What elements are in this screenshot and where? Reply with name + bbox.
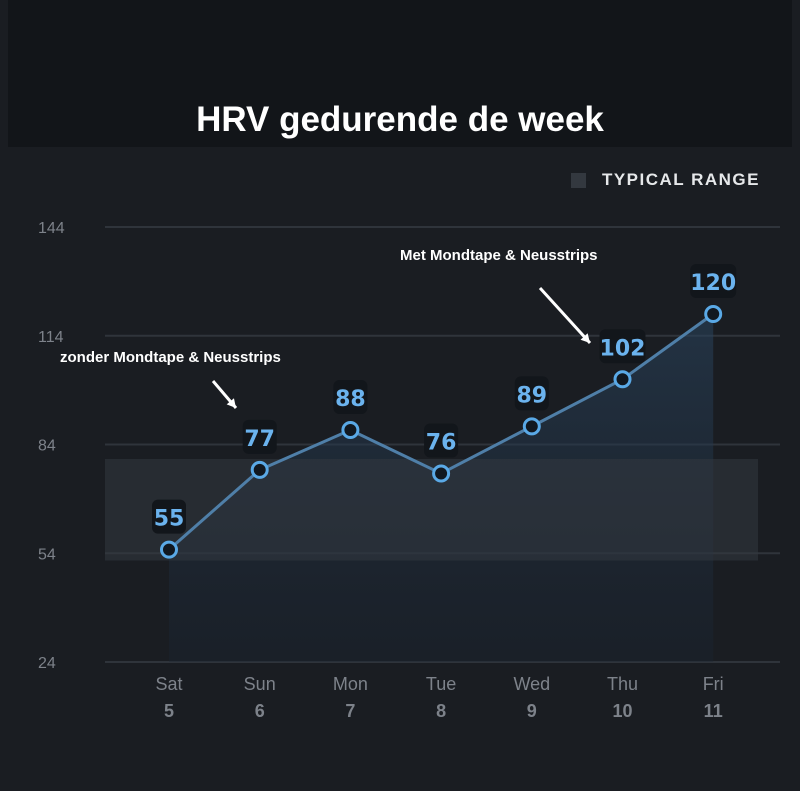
y-tick-label: 114 xyxy=(38,329,64,346)
data-label-bg xyxy=(333,380,368,414)
data-point xyxy=(522,417,541,436)
data-label: 89 xyxy=(516,383,547,408)
data-label-bg xyxy=(242,419,277,454)
x-tick-date: 5 xyxy=(164,701,174,721)
legend-label: TYPICAL RANGE xyxy=(601,170,760,189)
chart-title: HRV gedurende de week xyxy=(196,100,604,139)
data-label: 76 xyxy=(426,431,457,456)
x-tick-day: Tue xyxy=(426,674,456,694)
x-tick-day: Thu xyxy=(607,674,638,694)
y-tick-label: 144 xyxy=(38,220,65,237)
legend-swatch-typical-range xyxy=(570,172,586,188)
data-point xyxy=(704,305,723,323)
x-tick-day: Wed xyxy=(513,674,550,694)
x-tick-day: Sat xyxy=(155,674,182,694)
legend: TYPICAL RANGE xyxy=(570,170,760,190)
data-label-bg xyxy=(152,499,186,534)
data-label-bg xyxy=(424,423,459,458)
x-tick-date: 7 xyxy=(345,701,355,721)
data-label: 77 xyxy=(244,427,275,452)
data-label: 102 xyxy=(600,336,646,361)
x-tick-date: 6 xyxy=(255,701,265,721)
data-point xyxy=(160,540,178,559)
x-tick-date: 11 xyxy=(704,701,723,721)
data-point xyxy=(341,421,360,439)
x-tick-date: 10 xyxy=(612,701,632,721)
data-label: 88 xyxy=(335,387,366,412)
arrow-before-head xyxy=(226,398,236,408)
annotation-before: zonder Mondtape & Neusstrips xyxy=(60,349,281,366)
data-point xyxy=(613,370,632,389)
data-label-bg xyxy=(690,264,737,298)
annotation-after: Met Mondtape & Neusstrips xyxy=(400,247,598,264)
data-point xyxy=(432,464,451,483)
x-tick-day: Fri xyxy=(703,674,724,694)
title-band xyxy=(8,0,792,147)
arrow-after xyxy=(538,286,592,345)
data-label: 120 xyxy=(690,271,736,296)
x-tick-day: Mon xyxy=(333,674,368,694)
data-label-bg xyxy=(514,376,549,411)
y-tick-label: 84 xyxy=(38,438,56,455)
y-tick-label: 54 xyxy=(38,546,56,563)
y-tick-label: 24 xyxy=(38,655,56,672)
x-tick-day: Sun xyxy=(244,674,276,694)
data-label: 55 xyxy=(154,507,185,532)
typical-range-band xyxy=(105,459,758,561)
x-tick-date: 8 xyxy=(436,701,446,721)
data-point xyxy=(250,460,269,479)
x-tick-date: 9 xyxy=(527,701,537,721)
data-label-bg xyxy=(599,329,646,364)
arrow-after-head xyxy=(580,333,590,343)
